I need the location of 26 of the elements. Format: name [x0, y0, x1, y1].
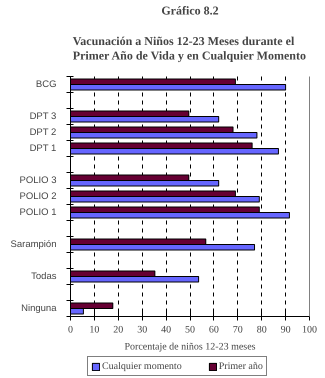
chart-subtitle: Vacunación a Niños 12-23 Meses durante el Primer Año de Vida y en Cualquier Momento: [72, 34, 306, 62]
y-tick-label: Todas: [31, 271, 57, 282]
y-tick-label: DPT 3: [30, 111, 56, 122]
y-tick-label: Sarampión: [10, 239, 57, 250]
y-tick-label: POLIO 3: [20, 175, 57, 186]
x-tick-label: 10: [89, 324, 100, 336]
x-tick-label: 90: [280, 324, 291, 336]
x-tick-label: 40: [161, 324, 172, 336]
x-tick-label: 0: [68, 324, 73, 336]
x-tick-label: 20: [113, 324, 124, 336]
y-tick-label: DPT 2: [30, 127, 56, 138]
y-tick-label: DPT 1: [30, 143, 56, 154]
x-tick-label: 50: [185, 324, 195, 336]
x-tick-label: 80: [256, 324, 267, 336]
y-tick-label: Ninguna: [21, 303, 58, 314]
x-tick-label: 70: [232, 324, 243, 336]
x-tick-label: 60: [208, 324, 219, 336]
x-tick-label: 30: [137, 324, 148, 336]
y-tick-label: POLIO 1: [20, 207, 57, 218]
x-axis-title: Porcentaje de niños 12-23 meses: [124, 342, 256, 352]
y-tick-label: BCG: [36, 79, 57, 90]
legend-label: Primer año: [218, 360, 263, 372]
legend-label: Cualquier momento: [102, 360, 182, 372]
chart-title: Gráfico 8.2: [161, 4, 219, 18]
x-tick-label: 100: [302, 324, 317, 336]
y-tick-label: POLIO 2: [20, 191, 57, 202]
